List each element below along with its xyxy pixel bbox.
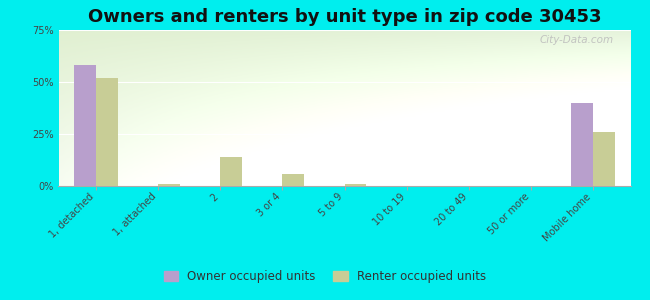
Bar [96, 78, 118, 186]
Bar [571, 103, 593, 186]
Bar [593, 132, 615, 186]
Bar [282, 173, 304, 186]
Text: City-Data.com: City-Data.com [540, 35, 614, 45]
Bar [344, 184, 366, 186]
Title: Owners and renters by unit type in zip code 30453: Owners and renters by unit type in zip c… [88, 8, 601, 26]
Bar [220, 157, 242, 186]
Bar [74, 65, 96, 186]
Bar [158, 184, 180, 186]
Legend: Owner occupied units, Renter occupied units: Owner occupied units, Renter occupied un… [159, 266, 491, 288]
